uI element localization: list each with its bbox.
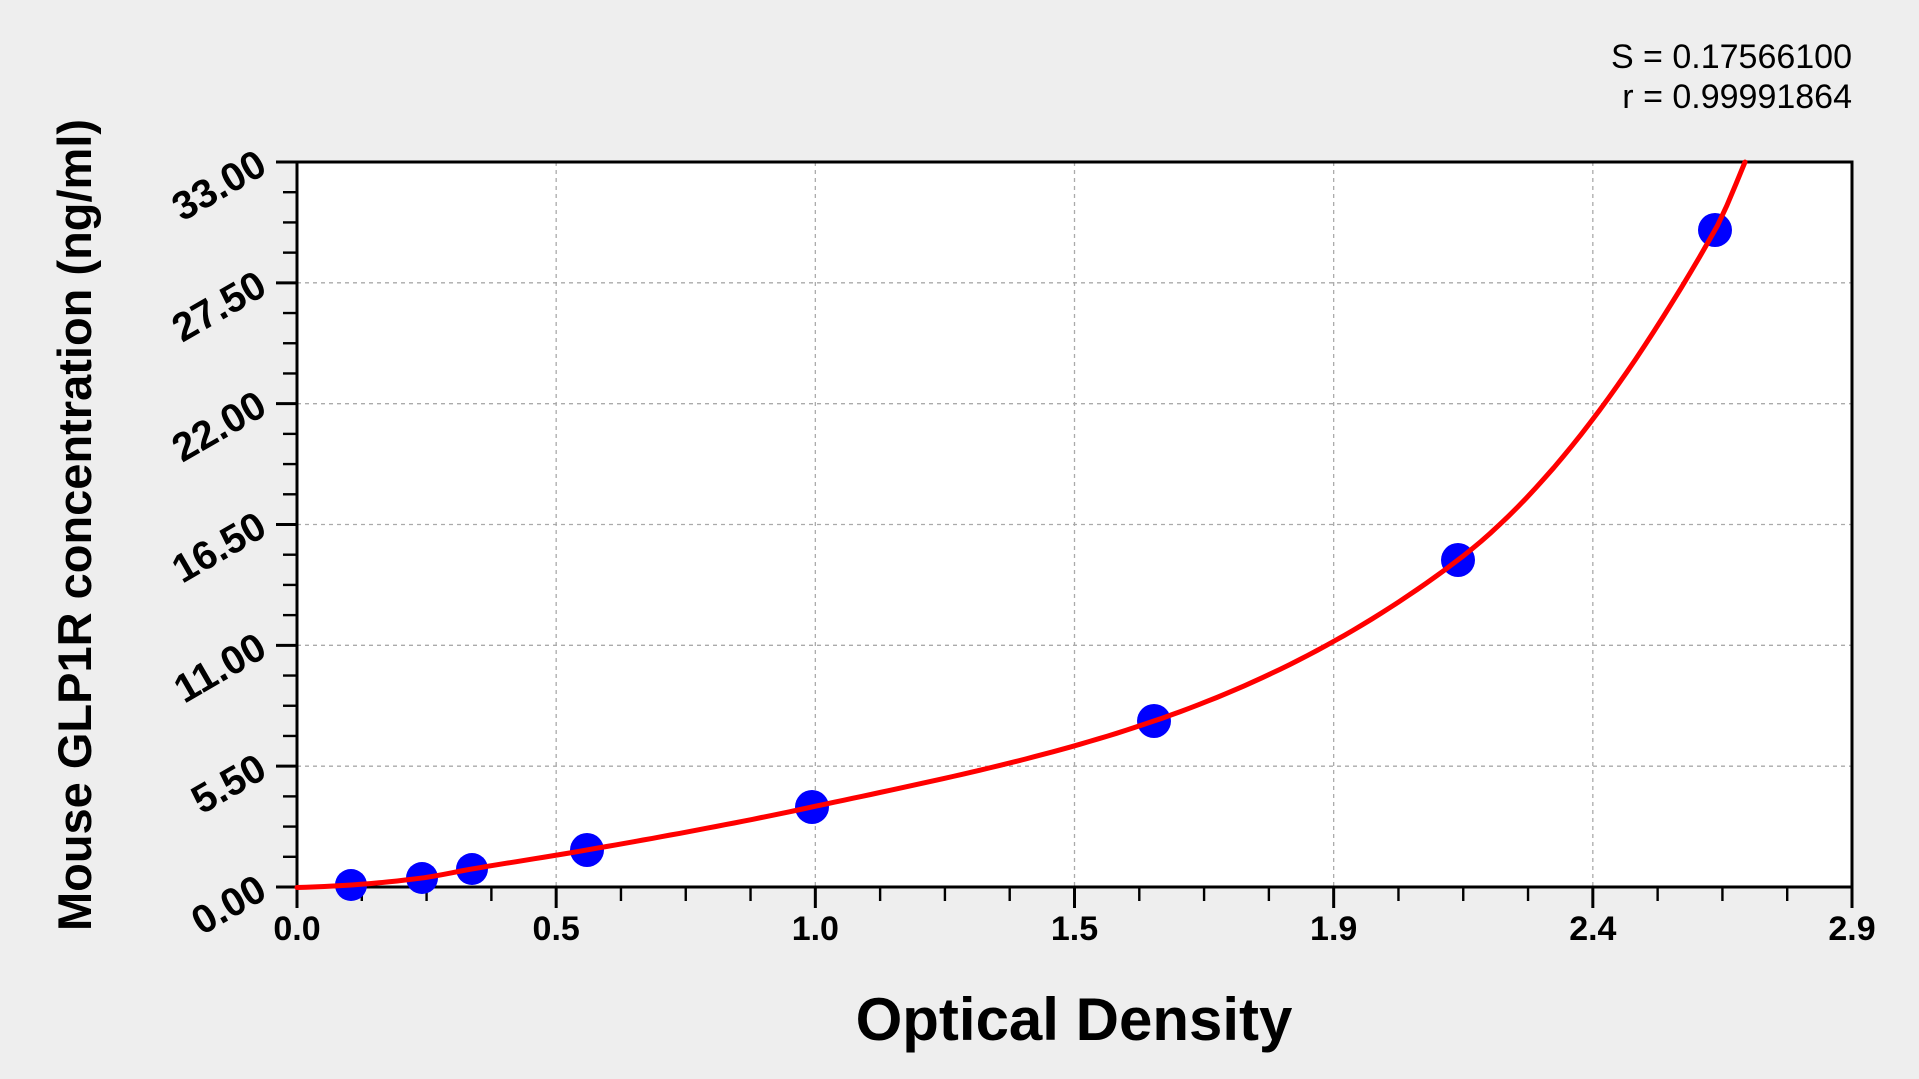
svg-text:S = 0.17566100: S = 0.17566100 — [1611, 38, 1852, 76]
svg-text:1.5: 1.5 — [1051, 910, 1098, 948]
svg-text:0.5: 0.5 — [533, 910, 580, 948]
svg-text:2.4: 2.4 — [1569, 910, 1616, 948]
svg-text:Mouse GLP1R concentration (ng/: Mouse GLP1R concentration (ng/ml) — [48, 119, 101, 931]
svg-text:Optical Density: Optical Density — [856, 986, 1293, 1053]
svg-text:1.0: 1.0 — [792, 910, 839, 948]
svg-text:2.9: 2.9 — [1828, 910, 1875, 948]
svg-text:0.0: 0.0 — [273, 910, 320, 948]
svg-text:r = 0.99991864: r = 0.99991864 — [1622, 78, 1852, 116]
svg-text:1.9: 1.9 — [1310, 910, 1357, 948]
